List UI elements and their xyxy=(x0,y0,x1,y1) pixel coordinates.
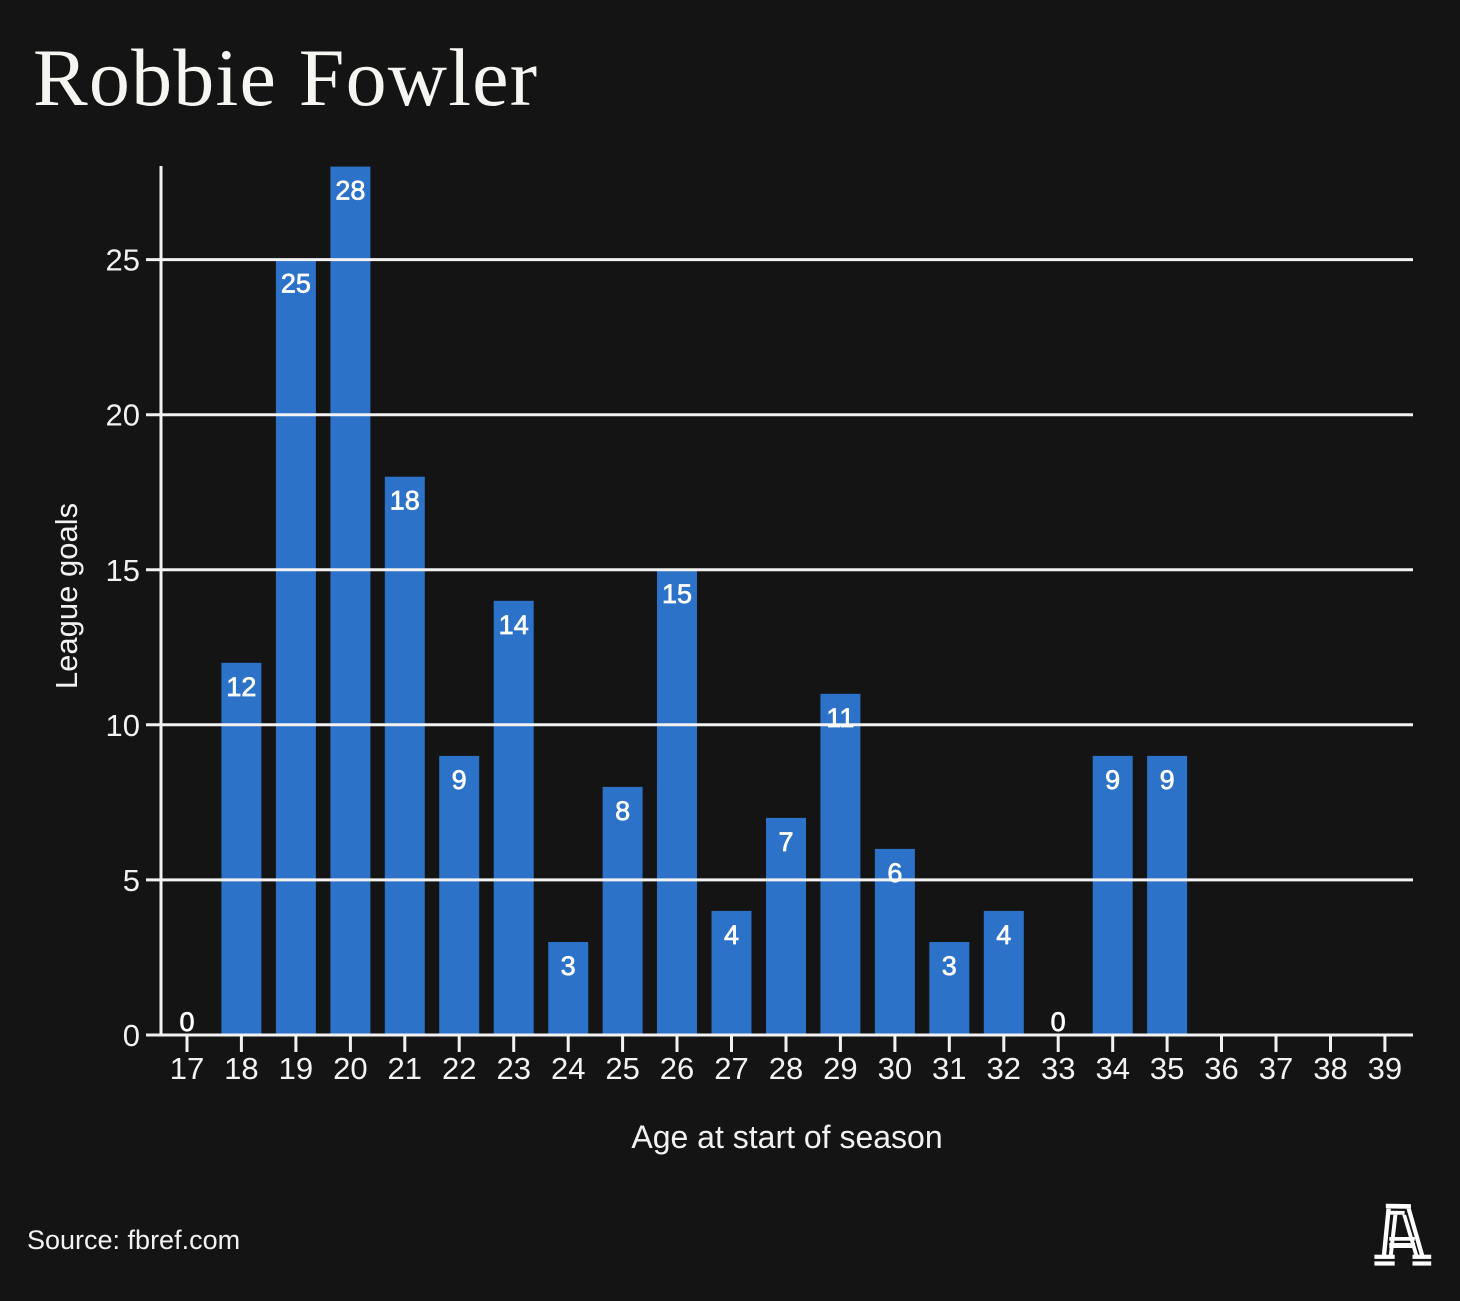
svg-text:5: 5 xyxy=(123,863,140,898)
svg-text:28: 28 xyxy=(335,176,365,206)
svg-text:30: 30 xyxy=(878,1051,912,1086)
svg-text:Age at start of season: Age at start of season xyxy=(631,1119,942,1155)
svg-text:22: 22 xyxy=(442,1051,476,1086)
svg-text:39: 39 xyxy=(1368,1051,1402,1086)
svg-text:10: 10 xyxy=(106,708,140,743)
svg-text:19: 19 xyxy=(279,1051,313,1086)
svg-text:4: 4 xyxy=(996,920,1011,950)
svg-text:37: 37 xyxy=(1259,1051,1293,1086)
svg-text:24: 24 xyxy=(551,1051,585,1086)
svg-text:23: 23 xyxy=(496,1051,530,1086)
svg-text:28: 28 xyxy=(769,1051,803,1086)
svg-text:3: 3 xyxy=(942,951,957,981)
svg-text:9: 9 xyxy=(1105,765,1120,795)
svg-text:34: 34 xyxy=(1095,1051,1129,1086)
svg-text:32: 32 xyxy=(987,1051,1021,1086)
svg-text:0: 0 xyxy=(179,1007,194,1037)
svg-text:3: 3 xyxy=(561,951,576,981)
svg-text:League goals: League goals xyxy=(49,503,84,689)
svg-text:0: 0 xyxy=(1051,1007,1066,1037)
svg-text:31: 31 xyxy=(932,1051,966,1086)
svg-text:21: 21 xyxy=(388,1051,422,1086)
svg-text:17: 17 xyxy=(170,1051,204,1086)
svg-text:Robbie Fowler: Robbie Fowler xyxy=(33,32,538,123)
svg-text:38: 38 xyxy=(1313,1051,1347,1086)
svg-text:25: 25 xyxy=(281,269,311,299)
svg-text:Source: fbref.com: Source: fbref.com xyxy=(27,1225,240,1255)
svg-text:14: 14 xyxy=(499,610,529,640)
svg-text:12: 12 xyxy=(226,672,256,702)
svg-text:8: 8 xyxy=(615,796,630,826)
svg-text:36: 36 xyxy=(1204,1051,1238,1086)
svg-text:33: 33 xyxy=(1041,1051,1075,1086)
svg-text:0: 0 xyxy=(123,1018,140,1053)
svg-text:7: 7 xyxy=(778,827,793,857)
svg-text:25: 25 xyxy=(106,243,140,278)
svg-text:9: 9 xyxy=(1160,765,1175,795)
svg-text:35: 35 xyxy=(1150,1051,1184,1086)
svg-text:29: 29 xyxy=(823,1051,857,1086)
svg-text:15: 15 xyxy=(662,579,692,609)
svg-text:25: 25 xyxy=(605,1051,639,1086)
svg-text:18: 18 xyxy=(224,1051,258,1086)
svg-text:18: 18 xyxy=(390,486,420,516)
svg-text:20: 20 xyxy=(333,1051,367,1086)
svg-text:11: 11 xyxy=(826,703,854,733)
svg-text:27: 27 xyxy=(714,1051,748,1086)
svg-text:9: 9 xyxy=(452,765,467,795)
svg-text:20: 20 xyxy=(106,398,140,433)
svg-text:26: 26 xyxy=(660,1051,694,1086)
svg-text:15: 15 xyxy=(106,553,140,588)
svg-text:4: 4 xyxy=(724,920,739,950)
svg-text:6: 6 xyxy=(887,858,902,888)
